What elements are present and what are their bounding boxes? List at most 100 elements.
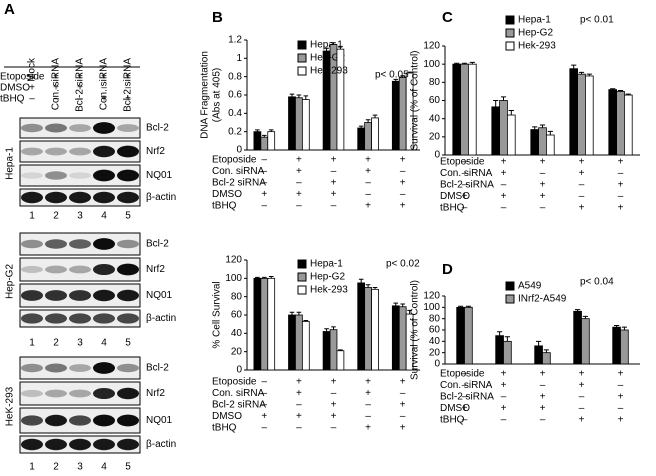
lane-number: 5 bbox=[125, 211, 131, 222]
error-bar bbox=[458, 305, 464, 308]
condition-sign: – bbox=[618, 380, 624, 391]
legend-swatch bbox=[297, 259, 307, 269]
blot-band bbox=[117, 289, 139, 302]
blot-frame bbox=[19, 140, 141, 163]
error-bar bbox=[255, 276, 260, 279]
error-bar bbox=[508, 109, 514, 116]
lane-number: 1 bbox=[29, 462, 35, 473]
condition-label: tBHQ bbox=[440, 415, 465, 426]
bar bbox=[460, 63, 469, 156]
error-bar bbox=[625, 93, 631, 96]
blot-band bbox=[45, 239, 67, 249]
condition-sign: + bbox=[618, 369, 624, 380]
legend-swatch bbox=[505, 15, 515, 25]
condition-sign: – bbox=[618, 191, 624, 202]
blot-band bbox=[45, 389, 67, 398]
lane-header: Bcl-2 siRNA bbox=[123, 58, 134, 112]
y-tick-label: 100 bbox=[423, 59, 440, 70]
bar bbox=[322, 331, 331, 371]
condition-sign: + bbox=[400, 201, 406, 212]
bar bbox=[391, 305, 400, 371]
protein-label: NQ01 bbox=[146, 170, 173, 181]
legend-label: Hepa-1 bbox=[310, 259, 343, 270]
blot-band bbox=[117, 191, 139, 204]
condition-sign: + bbox=[296, 411, 302, 422]
legend-swatch bbox=[297, 66, 307, 76]
legend-label: Hek-293 bbox=[518, 41, 556, 52]
condition-label: tBHQ bbox=[212, 423, 237, 434]
blot-band bbox=[117, 145, 139, 158]
lane-number: 2 bbox=[53, 462, 59, 473]
condition-sign: + bbox=[618, 392, 624, 403]
lane-number: 3 bbox=[77, 462, 83, 473]
error-bar bbox=[255, 129, 260, 132]
condition-label: Con. siRNA bbox=[212, 166, 265, 177]
blot-band bbox=[93, 387, 115, 400]
condition-sign: + bbox=[296, 189, 302, 200]
error-bar bbox=[547, 130, 553, 136]
condition-sign: + bbox=[365, 166, 371, 177]
treatment-sign: + bbox=[125, 94, 131, 105]
bar bbox=[371, 288, 379, 371]
condition-sign: + bbox=[579, 415, 585, 426]
bar bbox=[581, 318, 590, 365]
bar bbox=[573, 310, 582, 365]
condition-sign: + bbox=[501, 380, 507, 391]
error-bar bbox=[461, 62, 468, 65]
condition-sign: + bbox=[579, 203, 585, 214]
y-tick-label: 40 bbox=[429, 113, 441, 124]
condition-sign: + bbox=[331, 178, 337, 189]
legend-label: Hepa-1 bbox=[518, 15, 551, 26]
y-tick-label: 100 bbox=[225, 273, 242, 284]
condition-sign: + bbox=[540, 191, 546, 202]
condition-sign: + bbox=[618, 180, 624, 191]
bar bbox=[464, 306, 473, 365]
bar bbox=[260, 136, 269, 151]
error-bar bbox=[575, 309, 581, 312]
blot-band bbox=[93, 289, 115, 302]
condition-sign: – bbox=[296, 201, 302, 212]
condition-sign: – bbox=[540, 415, 546, 426]
bar bbox=[398, 77, 407, 151]
error-bar bbox=[407, 71, 412, 73]
legend-label: Hep-G2 bbox=[310, 272, 345, 283]
y-axis-label: Survival (% of Control) bbox=[410, 280, 421, 380]
bar bbox=[398, 306, 407, 371]
error-bar bbox=[582, 315, 588, 319]
condition-sign: – bbox=[501, 180, 507, 191]
treatment-sign: + bbox=[53, 83, 59, 94]
bar bbox=[329, 329, 338, 371]
condition-sign: – bbox=[501, 203, 507, 214]
condition-sign: + bbox=[331, 377, 337, 388]
lane-header: Mock bbox=[27, 57, 38, 82]
condition-sign: + bbox=[462, 403, 468, 414]
condition-sign: + bbox=[296, 155, 302, 166]
legend-swatch bbox=[505, 41, 515, 51]
bar bbox=[534, 345, 543, 365]
blot-band bbox=[45, 438, 67, 451]
legend-label: A549 bbox=[518, 281, 542, 292]
blot-band bbox=[45, 414, 67, 427]
error-bar bbox=[296, 311, 302, 315]
condition-sign: + bbox=[296, 377, 302, 388]
condition-sign: + bbox=[618, 415, 624, 426]
condition-label: tBHQ bbox=[440, 203, 465, 214]
condition-sign: – bbox=[262, 377, 268, 388]
error-bar bbox=[610, 88, 616, 90]
blot-band bbox=[117, 169, 139, 182]
error-bar bbox=[358, 278, 364, 283]
error-bar bbox=[504, 336, 510, 342]
blot-band bbox=[69, 191, 91, 204]
condition-sign: + bbox=[296, 166, 302, 177]
treatment-label: Etoposide bbox=[0, 72, 45, 83]
condition-sign: + bbox=[501, 403, 507, 414]
condition-sign: – bbox=[262, 423, 268, 434]
error-bar bbox=[621, 326, 627, 330]
condition-sign: + bbox=[365, 377, 371, 388]
error-bar bbox=[289, 93, 295, 97]
bar bbox=[503, 340, 512, 365]
y-tick-label: 1 bbox=[236, 53, 242, 64]
condition-sign: – bbox=[262, 388, 268, 399]
error-bar bbox=[500, 96, 507, 101]
legend-swatch bbox=[505, 28, 515, 38]
